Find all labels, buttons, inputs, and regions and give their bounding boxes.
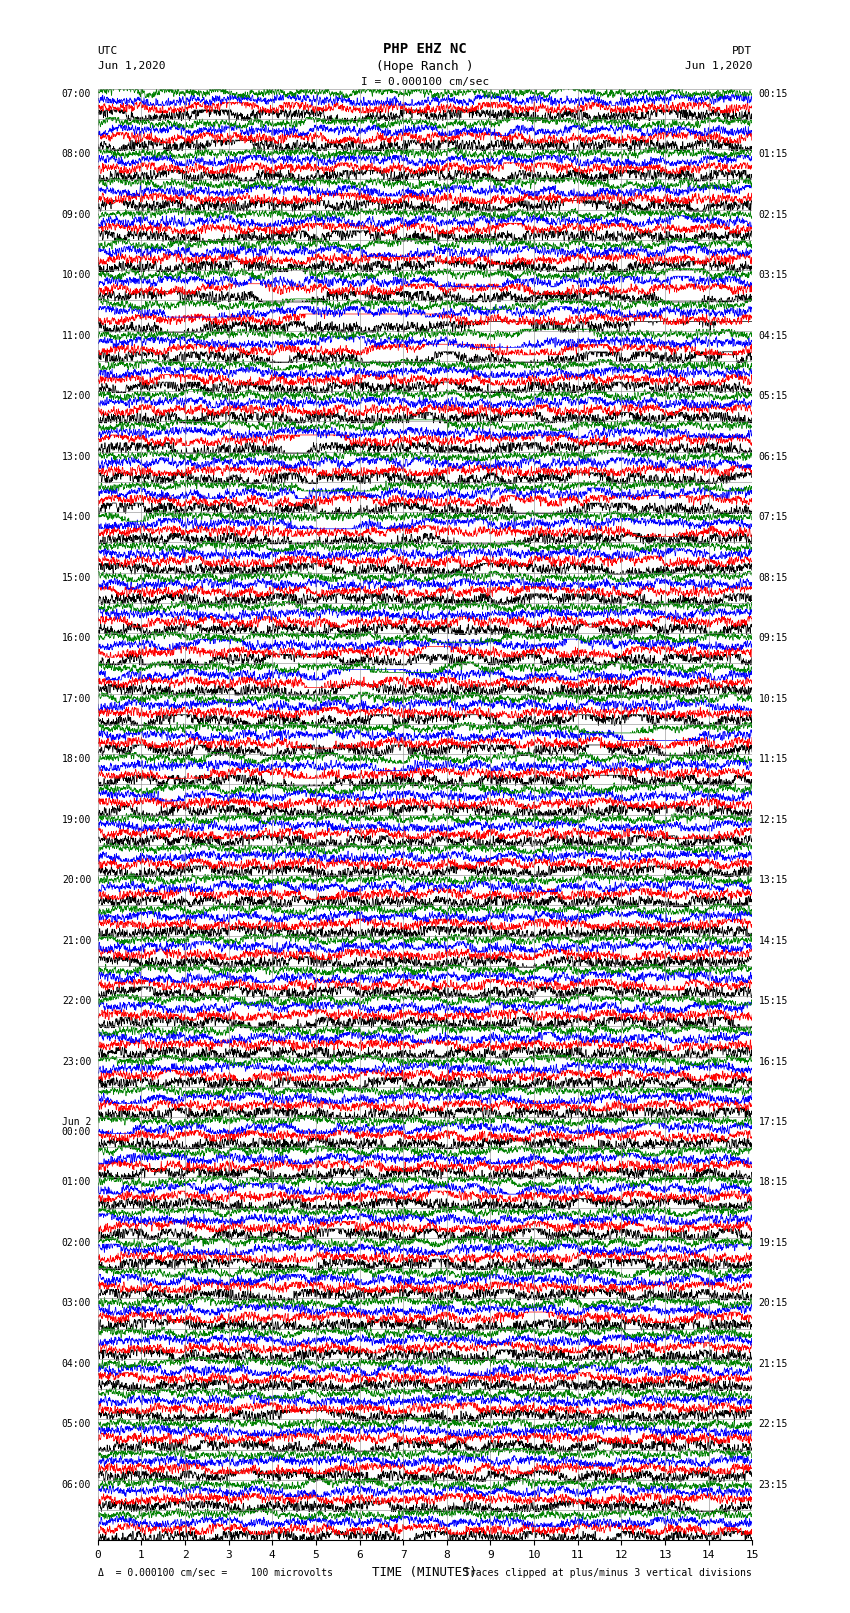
Text: 08:00: 08:00 — [62, 150, 91, 160]
Text: 21:15: 21:15 — [759, 1358, 788, 1369]
Text: Jun 1,2020: Jun 1,2020 — [685, 61, 752, 71]
Text: Δ  = 0.000100 cm/sec =    100 microvolts: Δ = 0.000100 cm/sec = 100 microvolts — [98, 1568, 332, 1578]
Text: PDT: PDT — [732, 47, 752, 56]
Text: 13:00: 13:00 — [62, 452, 91, 461]
Text: 07:15: 07:15 — [759, 513, 788, 523]
Text: 14:15: 14:15 — [759, 936, 788, 945]
Text: PHP EHZ NC: PHP EHZ NC — [383, 42, 467, 56]
Text: 13:15: 13:15 — [759, 876, 788, 886]
Text: Jun 2: Jun 2 — [62, 1118, 91, 1127]
Text: 09:15: 09:15 — [759, 634, 788, 644]
Text: 00:15: 00:15 — [759, 89, 788, 98]
Text: 23:15: 23:15 — [759, 1481, 788, 1490]
Text: 01:15: 01:15 — [759, 150, 788, 160]
Text: 19:00: 19:00 — [62, 815, 91, 824]
Text: 03:00: 03:00 — [62, 1298, 91, 1308]
X-axis label: TIME (MINUTES): TIME (MINUTES) — [372, 1566, 478, 1579]
Text: 22:00: 22:00 — [62, 997, 91, 1007]
Text: 15:00: 15:00 — [62, 573, 91, 582]
Text: 11:00: 11:00 — [62, 331, 91, 340]
Text: 09:00: 09:00 — [62, 210, 91, 219]
Text: 10:15: 10:15 — [759, 694, 788, 703]
Text: 20:00: 20:00 — [62, 876, 91, 886]
Text: 21:00: 21:00 — [62, 936, 91, 945]
Text: 18:00: 18:00 — [62, 755, 91, 765]
Text: 05:15: 05:15 — [759, 392, 788, 402]
Text: 02:00: 02:00 — [62, 1239, 91, 1248]
Text: 14:00: 14:00 — [62, 513, 91, 523]
Text: 23:00: 23:00 — [62, 1057, 91, 1066]
Text: 20:15: 20:15 — [759, 1298, 788, 1308]
Text: 12:15: 12:15 — [759, 815, 788, 824]
Text: (Hope Ranch ): (Hope Ranch ) — [377, 60, 473, 73]
Text: 07:00: 07:00 — [62, 89, 91, 98]
Text: 04:15: 04:15 — [759, 331, 788, 340]
Text: 08:15: 08:15 — [759, 573, 788, 582]
Text: 22:15: 22:15 — [759, 1419, 788, 1429]
Text: 04:00: 04:00 — [62, 1358, 91, 1369]
Text: 16:00: 16:00 — [62, 634, 91, 644]
Text: 10:00: 10:00 — [62, 271, 91, 281]
Text: 11:15: 11:15 — [759, 755, 788, 765]
Text: I = 0.000100 cm/sec: I = 0.000100 cm/sec — [361, 77, 489, 87]
Text: 16:15: 16:15 — [759, 1057, 788, 1066]
Text: UTC: UTC — [98, 47, 118, 56]
Text: Traces clipped at plus/minus 3 vertical divisions: Traces clipped at plus/minus 3 vertical … — [464, 1568, 752, 1578]
Text: 06:00: 06:00 — [62, 1481, 91, 1490]
Text: 03:15: 03:15 — [759, 271, 788, 281]
Text: 02:15: 02:15 — [759, 210, 788, 219]
Text: 01:00: 01:00 — [62, 1177, 91, 1187]
Text: 12:00: 12:00 — [62, 392, 91, 402]
Text: 05:00: 05:00 — [62, 1419, 91, 1429]
Text: 06:15: 06:15 — [759, 452, 788, 461]
Text: 17:00: 17:00 — [62, 694, 91, 703]
Text: 19:15: 19:15 — [759, 1239, 788, 1248]
Text: 18:15: 18:15 — [759, 1177, 788, 1187]
Text: 15:15: 15:15 — [759, 997, 788, 1007]
Text: 17:15: 17:15 — [759, 1118, 788, 1127]
Text: 00:00: 00:00 — [62, 1127, 91, 1137]
Text: Jun 1,2020: Jun 1,2020 — [98, 61, 165, 71]
